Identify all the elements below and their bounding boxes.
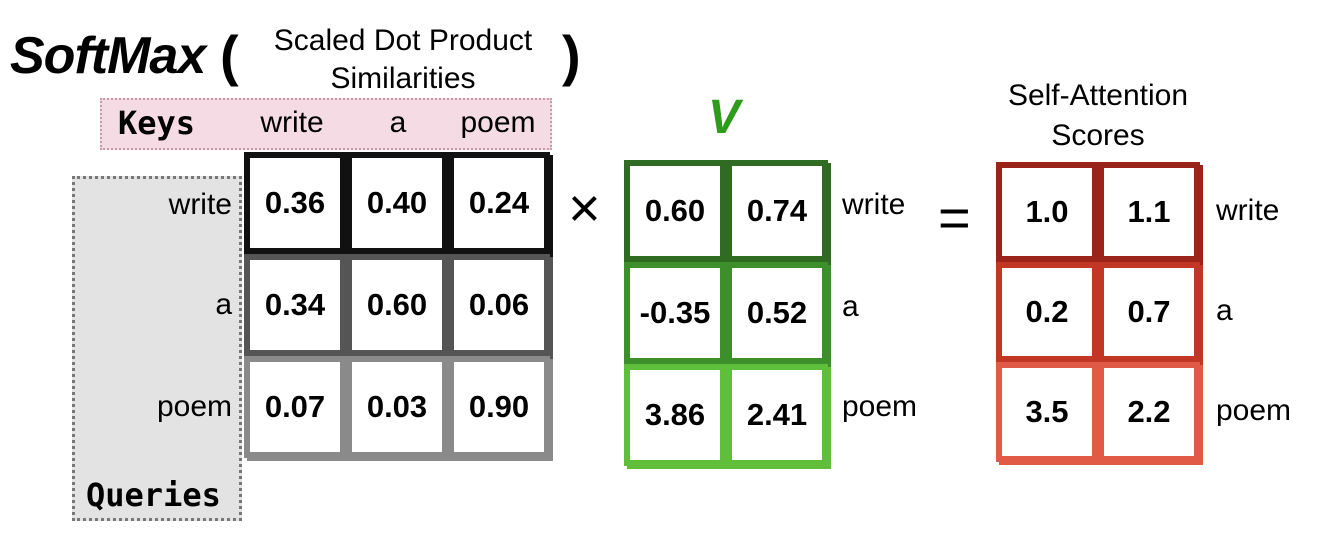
similarity-cell-r1-c0: 0.34 [244,254,346,356]
v-cell-r0-c1: 0.74 [726,160,828,262]
v-cell-r0-c0: 0.60 [624,160,726,262]
v-row-label-write: write [842,188,906,221]
query-label-poem: poem [156,390,232,423]
similarity-cell-r1-c1: 0.60 [346,254,448,356]
similarity-cell-r0-c2: 0.24 [448,152,550,254]
key-header-a: a [389,106,407,139]
open-paren: ( [220,24,239,87]
query-label-write: write [168,188,232,221]
v-cell-r1-c1: 0.52 [726,262,828,364]
v-cell-r1-c0: -0.35 [624,262,726,364]
keys-label: Keys [118,104,196,142]
similarity-cell-r2-c2: 0.90 [448,356,550,458]
score-cell-r2-c1: 2.2 [1098,362,1200,462]
query-label-a: a [215,288,232,321]
v-cell-r2-c1: 2.41 [726,364,828,466]
subtitle-line-2: Similarities [330,62,476,95]
similarity-cell-r2-c1: 0.03 [346,356,448,458]
key-header-write: write [260,106,324,139]
scores-title: Self-Attention Scores [968,76,1228,156]
v-row-label-a: a [842,290,859,323]
v-cell-r2-c0: 3.86 [624,364,726,466]
scores-title-line-1: Self-Attention [1007,79,1189,112]
keys-bar [100,98,552,150]
similarity-cell-r0-c0: 0.36 [244,152,346,254]
score-cell-r2-c0: 3.5 [996,362,1098,462]
queries-bar [72,176,242,521]
score-row-label-poem: poem [1216,394,1292,427]
score-cell-r0-c0: 1.0 [996,162,1098,262]
score-cell-r1-c0: 0.2 [996,262,1098,362]
scores-title-line-2: Scores [1051,119,1145,152]
multiply-symbol: × [568,176,601,239]
score-row-label-write: write [1216,194,1280,227]
similarity-cell-r0-c1: 0.40 [346,152,448,254]
equals-symbol: = [938,186,971,249]
score-cell-r1-c1: 0.7 [1098,262,1200,362]
score-cell-r0-c1: 1.1 [1098,162,1200,262]
key-header-poem: poem [460,106,536,139]
similarities-subtitle: Scaled Dot Product Similarities [238,22,568,98]
similarity-cell-r1-c2: 0.06 [448,254,550,356]
score-row-label-a: a [1216,294,1233,327]
similarity-cell-r2-c0: 0.07 [244,356,346,458]
softmax-label: SoftMax [10,27,206,85]
close-paren: ) [562,24,581,87]
v-matrix-title: V [708,91,741,144]
subtitle-line-1: Scaled Dot Product [273,24,533,57]
v-row-label-poem: poem [842,390,918,423]
queries-label: Queries [86,476,221,514]
